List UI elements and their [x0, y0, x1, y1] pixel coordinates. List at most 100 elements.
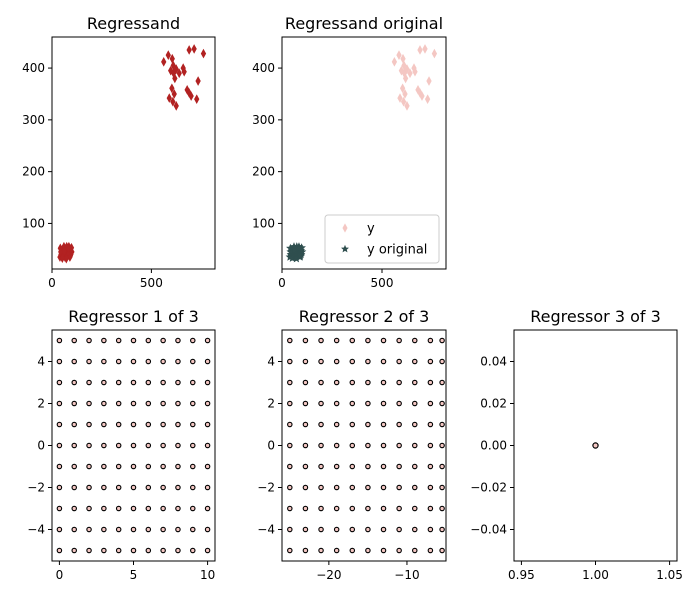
- data-point: [56, 337, 63, 344]
- data-point: [287, 526, 293, 533]
- data-point: [333, 505, 340, 512]
- data-point: [412, 547, 418, 554]
- data-point: [56, 526, 63, 533]
- data-point: [380, 547, 387, 554]
- data-point: [130, 547, 137, 554]
- data-point: [380, 505, 387, 512]
- data-point: [160, 442, 166, 449]
- data-point: [115, 526, 122, 533]
- data-point: [396, 505, 402, 512]
- data-point: [396, 50, 402, 60]
- data-point: [404, 64, 410, 74]
- data-point: [86, 421, 92, 428]
- y-tick-label: −4: [257, 523, 275, 537]
- x-tick-label: 1.00: [582, 568, 609, 582]
- data-point: [349, 358, 356, 365]
- data-point: [190, 379, 196, 386]
- data-point: [200, 48, 207, 59]
- y-tick-label: 0: [37, 439, 45, 453]
- data-point: [175, 337, 181, 344]
- data-point: [365, 379, 371, 386]
- data-point: [175, 547, 181, 554]
- data-point: [427, 442, 434, 449]
- data-point: [427, 547, 434, 554]
- data-point: [71, 547, 77, 554]
- data-point: [86, 337, 92, 344]
- data-point: [412, 526, 418, 533]
- data-point: [333, 379, 340, 386]
- data-points: [592, 442, 599, 449]
- data-point: [61, 246, 67, 256]
- y-tick-label: 0.00: [480, 439, 507, 453]
- data-point: [145, 463, 152, 470]
- data-point: [130, 379, 137, 386]
- data-point: [396, 421, 402, 428]
- axes-frame: [281, 36, 447, 270]
- data-point: [419, 91, 425, 101]
- y-tick-label: 4: [267, 355, 275, 369]
- data-point: [101, 400, 107, 407]
- data-point: [71, 442, 77, 449]
- data-point: [204, 484, 211, 491]
- data-point: [171, 89, 177, 99]
- data-point: [130, 442, 137, 449]
- data-point: [380, 337, 387, 344]
- x-tick-label: 10: [200, 568, 215, 582]
- data-point: [204, 337, 211, 344]
- data-point: [175, 463, 181, 470]
- data-point: [204, 421, 211, 428]
- data-point: [365, 337, 371, 344]
- data-point: [71, 421, 77, 428]
- data-point: [427, 526, 434, 533]
- panel-5: Regressor 3 of 3 0.95 1.00 1.05 −0.04 −0.02 0.…: [470, 307, 683, 582]
- data-point: [396, 463, 402, 470]
- data-point: [399, 83, 406, 94]
- data-point: [349, 463, 356, 470]
- data-point: [56, 484, 63, 491]
- data-point: [86, 547, 92, 554]
- data-point: [318, 358, 324, 365]
- data-point: [160, 400, 166, 407]
- data-point: [170, 96, 176, 107]
- data-point: [204, 400, 211, 407]
- data-point: [86, 379, 92, 386]
- data-point: [318, 337, 324, 344]
- data-point: [56, 379, 63, 386]
- data-point: [318, 484, 324, 491]
- data-point: [188, 91, 194, 101]
- data-point: [160, 484, 166, 491]
- data-point: [56, 442, 63, 449]
- data-point: [71, 463, 77, 470]
- data-point: [333, 484, 340, 491]
- data-point: [190, 547, 196, 554]
- data-point: [424, 94, 431, 104]
- data-point: [318, 442, 324, 449]
- data-point: [365, 463, 371, 470]
- data-points: [57, 44, 207, 264]
- data-point: [302, 484, 309, 491]
- data-point: [380, 400, 387, 407]
- legend-marker: [342, 223, 348, 233]
- data-point: [333, 337, 340, 344]
- data-point: [86, 358, 92, 365]
- data-point: [318, 547, 324, 554]
- data-point: [302, 358, 309, 365]
- data-point: [56, 547, 63, 554]
- data-point: [396, 358, 402, 365]
- y-tick-label: 400: [22, 61, 45, 75]
- data-point: [56, 463, 63, 470]
- data-point: [349, 379, 356, 386]
- y-tick-label: −2: [27, 481, 45, 495]
- y-tick-label: −0.02: [470, 481, 507, 495]
- data-point: [439, 547, 445, 554]
- data-point: [175, 505, 181, 512]
- data-point: [439, 337, 445, 344]
- x-tick-label: 0: [48, 276, 56, 290]
- data-point: [145, 337, 152, 344]
- data-point: [302, 505, 309, 512]
- data-point: [407, 68, 413, 79]
- data-point: [130, 400, 137, 407]
- data-point: [145, 484, 152, 491]
- data-point: [190, 463, 196, 470]
